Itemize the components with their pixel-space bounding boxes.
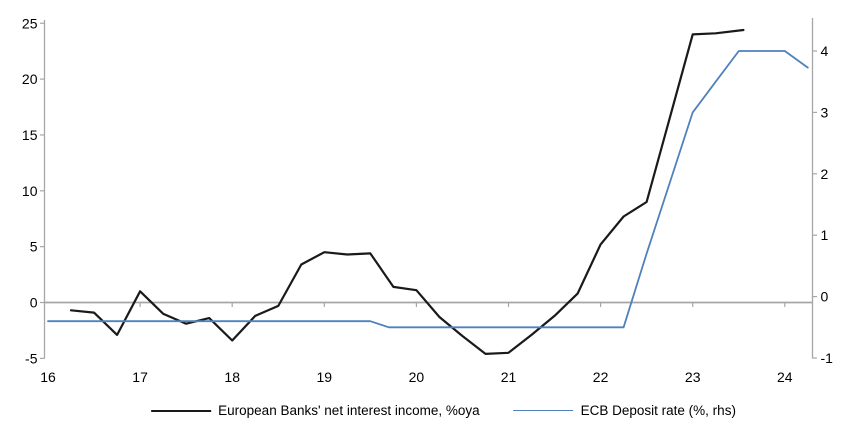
right-axis-tick-label: 1: [821, 227, 829, 243]
legend: European Banks' net interest income, %oy…: [151, 403, 736, 418]
x-axis-tick-label: 21: [501, 369, 517, 385]
x-axis-tick-label: 16: [40, 369, 56, 385]
x-axis-tick-label: 24: [777, 369, 793, 385]
series-line-ecb-deposit-rate: [47, 50, 809, 329]
legend-label-ecb-deposit-rate: ECB Deposit rate (%, rhs): [580, 403, 736, 418]
series-line-net-interest-income: [69, 28, 745, 355]
x-axis-tick-label: 18: [224, 369, 240, 385]
left-axis-tick-label: 5: [30, 239, 38, 255]
x-axis-tick-label: 17: [132, 369, 148, 385]
black-line-sample: [151, 409, 212, 412]
left-axis-tick-label: -5: [25, 350, 38, 366]
left-axis-tick-label: 10: [22, 183, 38, 199]
x-axis-tick-label: 23: [685, 369, 701, 385]
left-axis-tick-label: 0: [30, 295, 38, 311]
x-axis-tick-label: 20: [409, 369, 425, 385]
left-axis-tick-label: 25: [22, 15, 38, 31]
right-axis-tick-label: 3: [821, 104, 829, 120]
right-axis-tick-label: -1: [821, 350, 834, 366]
legend-item-net-interest-income: European Banks' net interest income, %oy…: [151, 403, 480, 418]
left-axis-tick-label: 20: [22, 71, 38, 87]
blue-line-sample: [513, 410, 574, 411]
x-axis-tick-label: 22: [593, 369, 609, 385]
right-axis-tick-label: 2: [821, 166, 829, 182]
left-axis-tick-label: 15: [22, 127, 38, 143]
legend-label-net-interest-income: European Banks' net interest income, %oy…: [218, 403, 480, 418]
legend-item-ecb-deposit-rate: ECB Deposit rate (%, rhs): [513, 403, 736, 418]
right-axis-tick-label: 4: [821, 43, 829, 59]
right-axis-tick-label: 0: [821, 289, 829, 305]
x-axis-tick-label: 19: [317, 369, 333, 385]
